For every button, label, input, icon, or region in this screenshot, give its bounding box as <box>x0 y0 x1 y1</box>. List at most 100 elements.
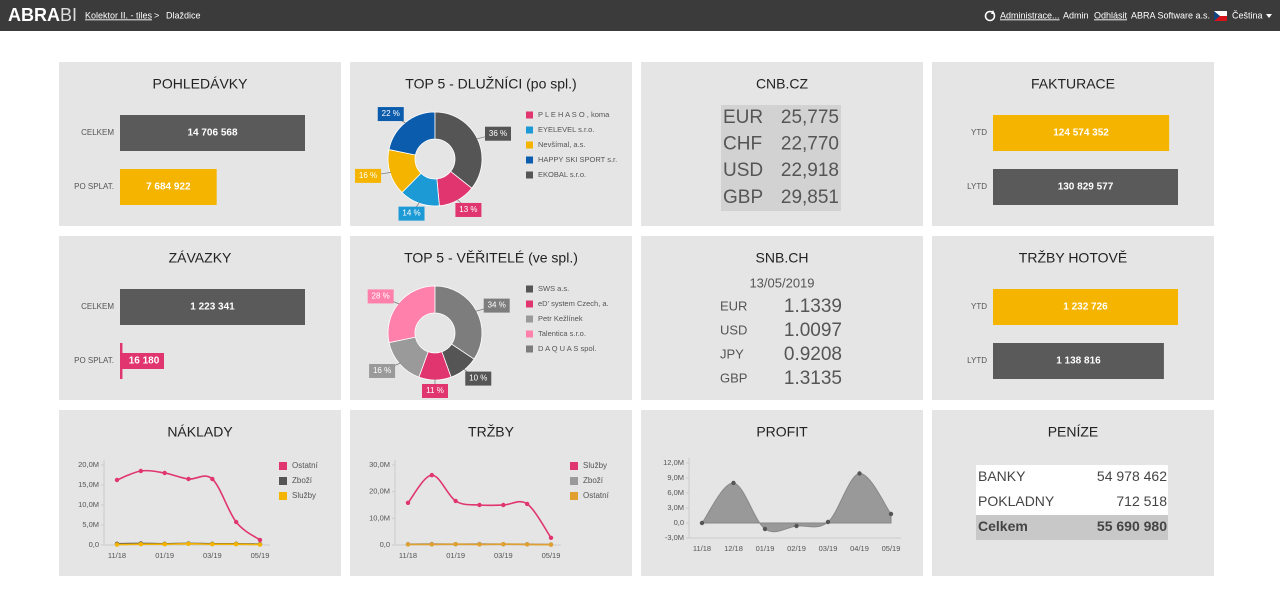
currency-code: CHF <box>723 134 762 155</box>
legend-label: Zboží <box>583 476 604 485</box>
legend-swatch <box>526 141 533 149</box>
slice-label: 22 % <box>382 109 400 118</box>
bar-value-label: 124 574 352 <box>1053 128 1109 139</box>
tile-title: CNB.CZ <box>756 76 809 92</box>
bar-category: PO SPLAT. <box>74 356 114 365</box>
data-point <box>548 542 554 547</box>
value-label-bg <box>455 202 482 217</box>
currency-code: JPY <box>720 346 744 361</box>
x-tick-label: 01/19 <box>446 551 465 560</box>
value-label-bg <box>369 363 396 378</box>
bar-value-label: 1 232 726 <box>1063 302 1108 313</box>
data-point <box>405 500 411 506</box>
table-row <box>976 515 1168 540</box>
breadcrumb-separator: > <box>154 10 159 20</box>
value-label-bg <box>422 384 448 398</box>
bar <box>120 169 217 205</box>
legend-label: EKOBAL s.r.o. <box>538 170 586 179</box>
slice-label: 13 % <box>459 205 477 214</box>
data-point <box>699 520 705 526</box>
data-point <box>501 542 506 547</box>
legend-swatch <box>526 156 533 164</box>
currency-rate: 22,918 <box>781 160 839 181</box>
x-tick-label: 02/19 <box>787 544 806 553</box>
row-label: Celkem <box>978 518 1028 534</box>
donut-slice <box>387 285 436 344</box>
currency-rate: 25,775 <box>781 107 839 128</box>
data-point <box>453 542 458 547</box>
data-point <box>233 519 239 525</box>
table-row <box>976 490 1168 515</box>
data-point <box>138 468 144 474</box>
bar <box>993 343 1164 379</box>
legend-label: P L E H A S O , koma <box>538 110 610 119</box>
x-tick-label: 03/19 <box>203 551 222 560</box>
currency-code: GBP <box>720 370 747 385</box>
legend-label: Služby <box>292 491 316 500</box>
legend-swatch <box>526 285 533 293</box>
table-row <box>976 465 1168 490</box>
tile-title: POHLEDÁVKY <box>153 76 249 92</box>
slice-label: 16 % <box>373 366 391 375</box>
legend-label: eD' system Czech, a. <box>538 299 609 308</box>
currency-rate: 1.3135 <box>784 368 842 389</box>
header-bar <box>0 0 1280 31</box>
x-tick-label: 12/18 <box>724 544 743 553</box>
logout-link[interactable]: Odhlásit <box>1094 10 1128 20</box>
tile-title: PENÍZE <box>1048 424 1099 440</box>
data-point <box>114 542 120 547</box>
tile-title: TOP 5 - DLUŽNÍCI (po spl.) <box>405 76 576 92</box>
value-label-bg <box>485 126 512 141</box>
y-tick-label: -3,0M <box>665 533 684 542</box>
legend-swatch <box>570 492 578 500</box>
y-tick-label: 3,0M <box>667 503 684 512</box>
legend-swatch <box>526 171 533 179</box>
y-tick-label: 30,0M <box>369 460 390 469</box>
y-tick-label: 6,0M <box>667 488 684 497</box>
legend-label: SWS a.s. <box>538 284 569 293</box>
dropdown-caret[interactable] <box>1266 14 1272 18</box>
x-tick-label: 11/18 <box>399 551 417 560</box>
data-point <box>477 502 482 508</box>
data-point <box>138 542 144 547</box>
refresh-icon[interactable] <box>984 10 996 22</box>
tile-title: FAKTURACE <box>1031 76 1115 92</box>
row-value: 54 978 462 <box>1097 468 1167 484</box>
data-point <box>477 542 482 547</box>
legend-label: Talentica s.r.o. <box>538 329 586 338</box>
x-tick-label: 11/18 <box>693 544 711 553</box>
data-point <box>794 523 799 529</box>
y-tick-label: 10,0M <box>369 513 390 522</box>
tile-title: ZÁVAZKY <box>169 250 232 266</box>
data-point <box>257 537 263 543</box>
row-value: 55 690 980 <box>1097 518 1167 534</box>
slice-label: 16 % <box>359 171 377 180</box>
data-point <box>210 542 215 547</box>
admin-link[interactable]: Administrace... <box>1000 10 1060 20</box>
legend-swatch <box>526 126 533 134</box>
slice-label: 10 % <box>469 374 487 383</box>
data-point <box>548 535 554 540</box>
row-value: 712 518 <box>1116 493 1167 509</box>
data-point <box>524 542 530 547</box>
currency-code: EUR <box>723 107 763 128</box>
data-point <box>233 542 239 547</box>
data-point <box>210 476 215 482</box>
breadcrumb-link[interactable]: Kolektor II. - tiles <box>85 10 153 20</box>
language-select[interactable]: Čeština <box>1232 10 1263 20</box>
tile-title: TRŽBY <box>468 424 515 440</box>
bar <box>993 289 1178 325</box>
breadcrumb-current: Dlaždice <box>166 10 201 20</box>
bar-value-label: 1 138 816 <box>1056 356 1101 367</box>
legend-label: Služby <box>583 461 607 470</box>
data-point <box>405 542 411 547</box>
legend-label: Zboží <box>292 476 313 485</box>
data-point <box>524 501 530 507</box>
bar <box>120 115 305 151</box>
legend-swatch <box>570 462 578 470</box>
value-label-bg <box>355 168 382 183</box>
x-tick-label: 01/19 <box>756 544 775 553</box>
y-tick-label: 15,0M <box>78 480 99 489</box>
bar-category: YTD <box>971 302 987 311</box>
